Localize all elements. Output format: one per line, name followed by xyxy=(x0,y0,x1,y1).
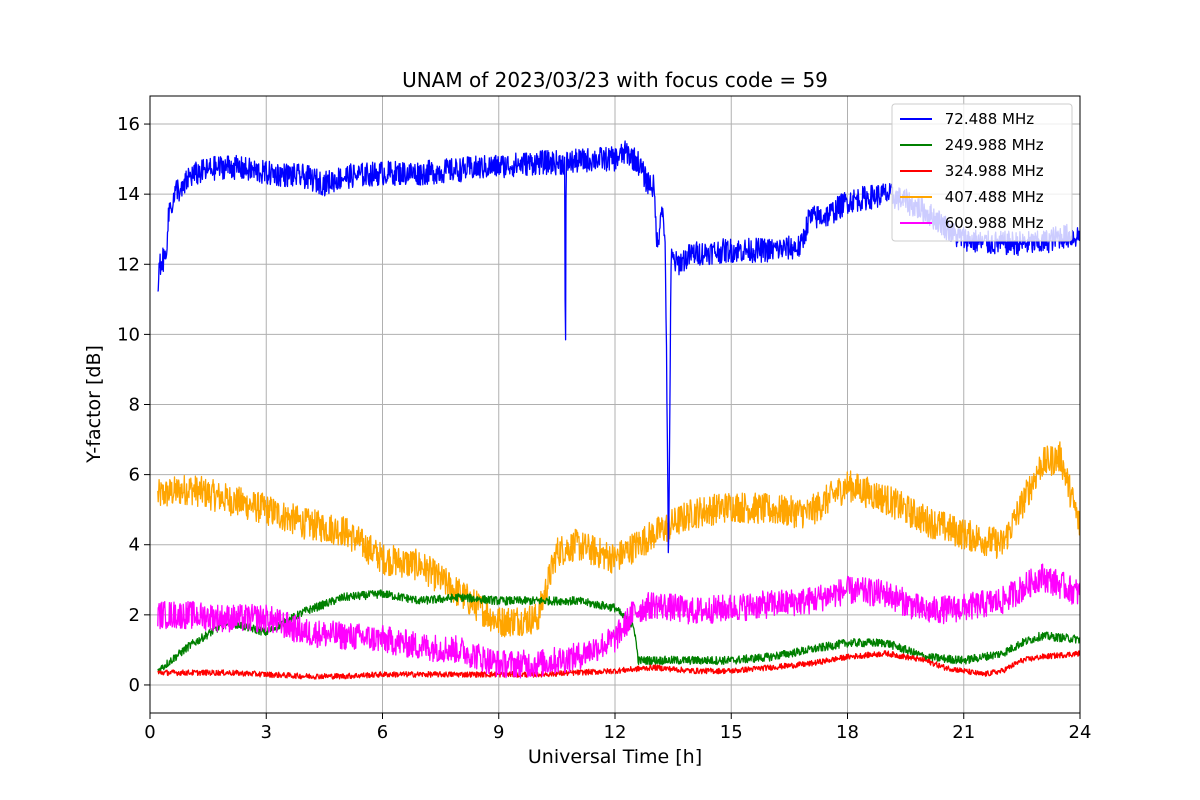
legend-label-3: 324.988 MHz xyxy=(940,162,1044,180)
y-tick-label: 4 xyxy=(129,535,140,556)
x-tick-label: 0 xyxy=(144,722,155,743)
y-tick-label: 2 xyxy=(129,605,140,626)
x-tick-label: 12 xyxy=(604,722,627,743)
x-tick-label: 6 xyxy=(377,722,388,743)
x-tick-label: 24 xyxy=(1069,722,1092,743)
legend-label-1: 72.488 MHz xyxy=(940,110,1034,128)
series-line-3 xyxy=(157,650,1080,680)
x-tick-label: 15 xyxy=(720,722,743,743)
y-tick-label: 0 xyxy=(129,675,140,696)
series-group xyxy=(157,140,1080,680)
x-tick-label: 18 xyxy=(836,722,859,743)
legend-label-2: 249.988 MHz xyxy=(940,136,1044,154)
legend-frame xyxy=(891,103,1073,242)
x-tick-label: 9 xyxy=(493,722,504,743)
y-tick-label: 12 xyxy=(117,254,140,275)
x-tick-label: 21 xyxy=(952,722,975,743)
series-line-5 xyxy=(157,563,1080,679)
legend: 72.488 MHz 249.988 MHz 324.988 MHz 407.4… xyxy=(891,103,1073,242)
y-tick-label: 14 xyxy=(117,184,140,205)
y-axis-label: Y-factor [dB] xyxy=(83,345,105,464)
legend-label-4: 407.488 MHz xyxy=(940,188,1044,206)
legend-label-5: 609.988 MHz xyxy=(940,214,1044,232)
y-tick-label: 10 xyxy=(117,324,140,345)
series-line-4 xyxy=(157,441,1080,638)
y-tick-label: 8 xyxy=(129,395,140,416)
chart-title: UNAM of 2023/03/23 with focus code = 59 xyxy=(402,68,828,92)
x-axis-label: Universal Time [h] xyxy=(528,746,702,768)
x-tick-label: 3 xyxy=(261,722,272,743)
y-tick-label: 6 xyxy=(129,465,140,486)
y-tick-label: 16 xyxy=(117,114,140,135)
